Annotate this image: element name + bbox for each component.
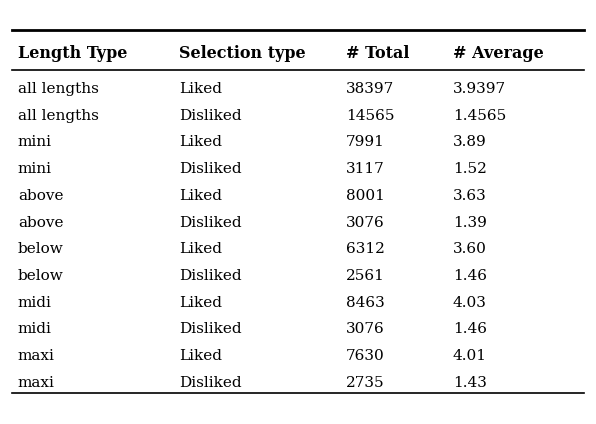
Text: maxi: maxi (18, 349, 55, 363)
Text: Liked: Liked (179, 135, 222, 150)
Text: 4.01: 4.01 (453, 349, 487, 363)
Text: Disliked: Disliked (179, 269, 241, 283)
Text: all lengths: all lengths (18, 82, 99, 96)
Text: 2561: 2561 (346, 269, 384, 283)
Text: below: below (18, 269, 64, 283)
Text: below: below (18, 242, 64, 257)
Text: midi: midi (18, 296, 52, 310)
Text: 1.39: 1.39 (453, 215, 487, 230)
Text: # Average: # Average (453, 45, 544, 61)
Text: 7630: 7630 (346, 349, 384, 363)
Text: 3.60: 3.60 (453, 242, 487, 257)
Text: maxi: maxi (18, 376, 55, 390)
Text: 2735: 2735 (346, 376, 384, 390)
Text: 1.52: 1.52 (453, 162, 487, 176)
Text: Liked: Liked (179, 296, 222, 310)
Text: 3076: 3076 (346, 215, 384, 230)
Text: Disliked: Disliked (179, 109, 241, 123)
Text: 1.46: 1.46 (453, 269, 487, 283)
Text: 4.03: 4.03 (453, 296, 487, 310)
Text: 38397: 38397 (346, 82, 394, 96)
Text: above: above (18, 189, 63, 203)
Text: Liked: Liked (179, 189, 222, 203)
Text: 3.63: 3.63 (453, 189, 487, 203)
Text: Disliked: Disliked (179, 162, 241, 176)
Text: Disliked: Disliked (179, 376, 241, 390)
Text: Length Type: Length Type (18, 45, 128, 61)
Text: midi: midi (18, 322, 52, 337)
Text: mini: mini (18, 162, 52, 176)
Text: mini: mini (18, 135, 52, 150)
Text: 14565: 14565 (346, 109, 394, 123)
Text: Selection type: Selection type (179, 45, 305, 61)
Text: 7991: 7991 (346, 135, 384, 150)
Text: Disliked: Disliked (179, 322, 241, 337)
Text: 3.89: 3.89 (453, 135, 487, 150)
Text: 1.4565: 1.4565 (453, 109, 506, 123)
Text: 8463: 8463 (346, 296, 384, 310)
Text: 8001: 8001 (346, 189, 384, 203)
Text: # Total: # Total (346, 45, 409, 61)
Text: Liked: Liked (179, 349, 222, 363)
Text: 3117: 3117 (346, 162, 384, 176)
Text: 6312: 6312 (346, 242, 384, 257)
Text: 1.46: 1.46 (453, 322, 487, 337)
Text: 3076: 3076 (346, 322, 384, 337)
Text: all lengths: all lengths (18, 109, 99, 123)
Text: Liked: Liked (179, 82, 222, 96)
Text: 1.43: 1.43 (453, 376, 487, 390)
Text: 3.9397: 3.9397 (453, 82, 506, 96)
Text: Disliked: Disliked (179, 215, 241, 230)
Text: Liked: Liked (179, 242, 222, 257)
Text: above: above (18, 215, 63, 230)
